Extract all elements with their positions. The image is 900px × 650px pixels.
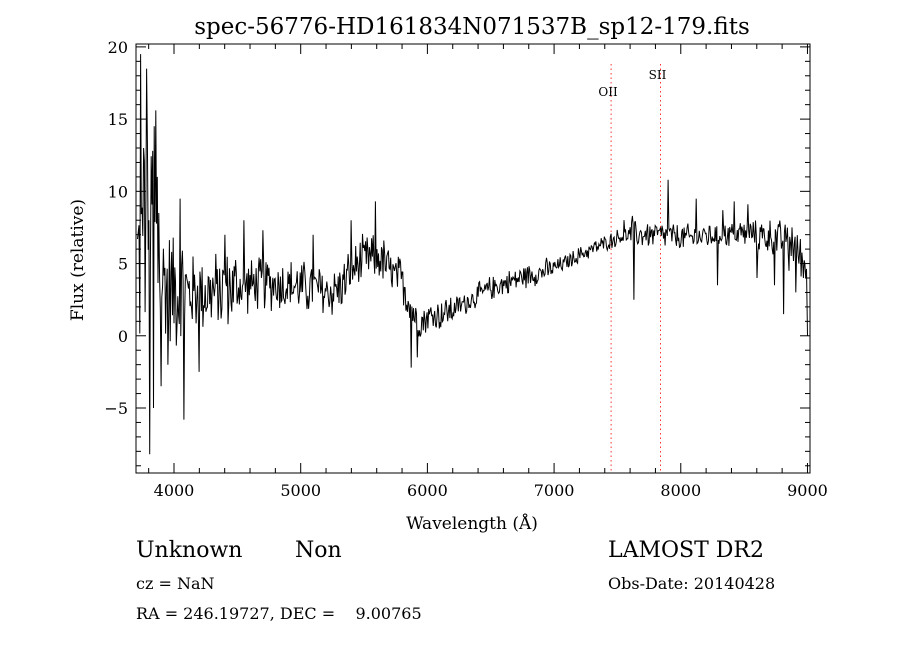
- x-tick-label: 6000: [407, 481, 448, 500]
- observation-date: Obs-Date: 20140428: [608, 574, 776, 593]
- y-tick-label: 15: [108, 110, 128, 129]
- x-tick-label: 4000: [154, 481, 195, 500]
- y-tick-label: 20: [108, 38, 128, 57]
- redshift-cz: cz = NaN: [136, 574, 215, 593]
- emission-line-markers: OII SII: [598, 64, 667, 473]
- y-tick-label: 10: [108, 182, 128, 201]
- plot-frame: [135, 43, 811, 474]
- axis-ticks: 4000 5000 6000 7000 8000 9000 −5 0 5 10 15 20: [104, 38, 827, 500]
- y-tick-label: 0: [118, 327, 128, 346]
- survey-name: LAMOST DR2: [608, 538, 764, 563]
- x-tick-label: 8000: [660, 481, 701, 500]
- x-tick-label: 5000: [280, 481, 321, 500]
- object-subclass: Non: [295, 538, 342, 563]
- x-tick-label: 9000: [787, 481, 828, 500]
- y-tick-label: 5: [118, 255, 128, 274]
- y-tick-label: −5: [104, 399, 128, 418]
- x-axis-label: Wavelength (Å): [406, 513, 538, 534]
- ra-dec: RA = 246.19727, DEC = 9.00765: [136, 604, 422, 623]
- object-class: Unknown: [136, 538, 243, 563]
- chart-title: spec-56776-HD161834N071537B_sp12-179.fit…: [194, 14, 750, 40]
- spectrum-line: [137, 54, 808, 455]
- marker-label-sii: SII: [649, 68, 667, 82]
- x-tick-label: 7000: [534, 481, 575, 500]
- y-axis-label: Flux (relative): [68, 199, 88, 321]
- marker-label-oii: OII: [598, 85, 618, 99]
